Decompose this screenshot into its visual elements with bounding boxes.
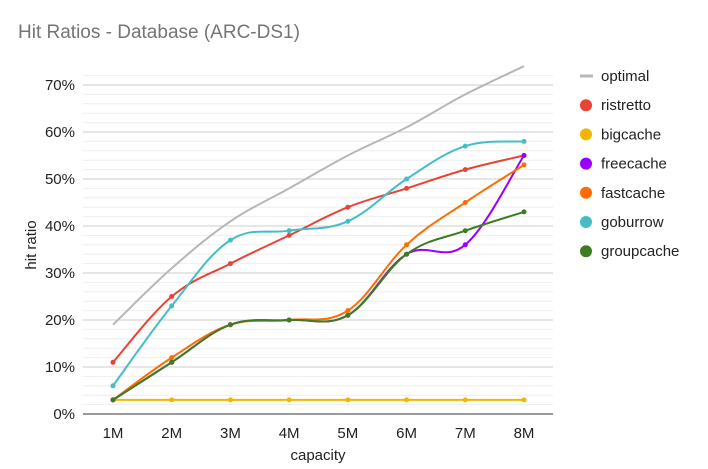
data-point-goburrow xyxy=(286,228,292,234)
data-point-bigcache xyxy=(286,397,292,403)
data-point-fastcache xyxy=(462,200,468,205)
legend-swatch-fastcache xyxy=(580,186,592,199)
y-tick-label: 40% xyxy=(45,218,75,235)
data-point-freecache xyxy=(462,242,468,248)
x-tick-label: 8M xyxy=(514,425,535,442)
legend-swatch-freecache xyxy=(580,157,592,170)
y-tick-label: 30% xyxy=(45,265,75,282)
x-tick-label: 2M xyxy=(161,425,182,442)
data-point-groupcache xyxy=(462,228,468,234)
y-tick-label: 60% xyxy=(45,124,75,141)
series-line-fastcache xyxy=(112,164,525,401)
x-axis-label: capacity xyxy=(290,447,346,464)
data-point-bigcache xyxy=(169,397,175,403)
data-point-bigcache xyxy=(404,397,410,403)
data-point-groupcache xyxy=(227,322,233,328)
data-point-ristretto xyxy=(169,294,175,299)
x-tick-label: 3M xyxy=(220,425,241,442)
y-tick-label: 10% xyxy=(45,359,75,376)
series-line-groupcache xyxy=(112,210,525,401)
data-point-ristretto xyxy=(404,185,410,191)
legend: optimal ristretto bigcache freecache fastcac… xyxy=(580,68,679,260)
data-point-goburrow xyxy=(110,383,116,389)
x-tick-label: 1M xyxy=(103,425,124,442)
data-point-goburrow xyxy=(404,176,410,182)
data-point-goburrow xyxy=(521,138,527,144)
legend-swatch-bigcache xyxy=(580,128,592,141)
legend-label-groupcache: groupcache xyxy=(601,243,679,260)
legend-label-goburrow: goburrow xyxy=(601,214,664,231)
y-axis-label: hit ratio xyxy=(23,220,40,269)
series-line-freecache xyxy=(112,154,525,401)
data-point-ristretto xyxy=(286,232,292,238)
data-point-goburrow xyxy=(345,218,351,224)
data-point-fastcache xyxy=(169,355,175,361)
data-point-fastcache xyxy=(404,242,410,248)
x-tick-label: 4M xyxy=(279,425,300,442)
legend-label-optimal: optimal xyxy=(601,68,649,85)
legend-label-bigcache: bigcache xyxy=(601,126,661,143)
data-point-groupcache xyxy=(404,251,410,257)
data-point-goburrow xyxy=(227,237,233,243)
data-point-groupcache xyxy=(345,312,351,318)
axis-layer: 0% 10% 20% 30% 40% 50% 60% 70% 1M 2M 3M 4M 5M 6M 7M 8M xyxy=(45,77,534,442)
data-point-bigcache xyxy=(345,397,351,403)
series-line-optimal xyxy=(112,65,525,326)
x-tick-label: 5M xyxy=(337,425,358,442)
data-point-freecache xyxy=(521,153,527,158)
chart-title: Hit Ratios - Database (ARC-DS1) xyxy=(18,22,300,43)
data-point-ristretto xyxy=(345,204,351,210)
data-point-ristretto xyxy=(110,359,116,365)
data-point-ristretto xyxy=(227,261,233,267)
series-line-ristretto xyxy=(112,154,525,363)
y-tick-label: 20% xyxy=(45,312,75,329)
data-point-fastcache xyxy=(345,308,351,314)
y-tick-label: 0% xyxy=(53,406,75,423)
data-point-bigcache xyxy=(521,397,527,403)
series-layer xyxy=(110,65,527,403)
legend-label-fastcache: fastcache xyxy=(601,185,665,202)
y-tick-label: 50% xyxy=(45,171,75,188)
data-point-groupcache xyxy=(286,317,292,323)
y-tick-label: 70% xyxy=(45,77,75,94)
legend-label-ristretto: ristretto xyxy=(601,97,651,114)
data-point-groupcache xyxy=(169,359,175,365)
data-point-groupcache xyxy=(521,209,527,215)
legend-swatch-ristretto xyxy=(580,99,592,112)
legend-swatch-goburrow xyxy=(580,216,592,228)
legend-swatch-groupcache xyxy=(580,245,592,258)
grid-layer xyxy=(83,75,553,415)
data-point-fastcache xyxy=(521,162,527,168)
data-point-groupcache xyxy=(110,397,116,403)
data-point-goburrow xyxy=(462,143,468,149)
data-point-bigcache xyxy=(462,397,468,403)
legend-label-freecache: freecache xyxy=(601,156,667,173)
data-point-ristretto xyxy=(462,167,468,173)
data-point-bigcache xyxy=(227,397,233,403)
x-tick-label: 7M xyxy=(455,425,476,442)
x-tick-label: 6M xyxy=(396,425,417,442)
data-point-goburrow xyxy=(169,303,175,309)
